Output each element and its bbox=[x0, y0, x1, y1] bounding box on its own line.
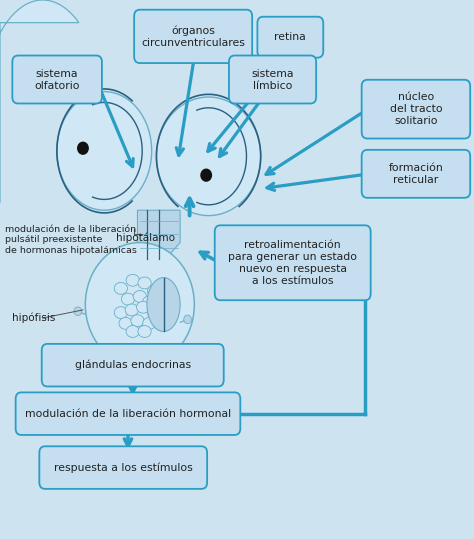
Ellipse shape bbox=[125, 304, 138, 316]
FancyBboxPatch shape bbox=[16, 392, 240, 435]
Ellipse shape bbox=[133, 291, 146, 302]
Ellipse shape bbox=[147, 307, 161, 319]
FancyBboxPatch shape bbox=[362, 150, 470, 198]
Text: retroalimentación
para generar un estado
nuevo en respuesta
a los estímulos: retroalimentación para generar un estado… bbox=[228, 240, 357, 286]
FancyBboxPatch shape bbox=[12, 56, 102, 103]
FancyBboxPatch shape bbox=[229, 56, 316, 103]
Ellipse shape bbox=[126, 274, 139, 286]
Ellipse shape bbox=[137, 301, 150, 313]
Ellipse shape bbox=[131, 315, 144, 327]
Circle shape bbox=[126, 365, 134, 374]
Ellipse shape bbox=[114, 282, 128, 294]
Circle shape bbox=[136, 375, 144, 384]
FancyBboxPatch shape bbox=[362, 80, 470, 139]
Ellipse shape bbox=[147, 285, 161, 297]
Ellipse shape bbox=[138, 326, 151, 337]
Ellipse shape bbox=[114, 307, 128, 319]
Ellipse shape bbox=[147, 278, 180, 331]
Text: respuesta a los estímulos: respuesta a los estímulos bbox=[54, 462, 192, 473]
FancyBboxPatch shape bbox=[134, 10, 252, 63]
Ellipse shape bbox=[121, 293, 135, 305]
Polygon shape bbox=[0, 0, 79, 203]
Ellipse shape bbox=[143, 296, 156, 308]
Text: hipotálamo: hipotálamo bbox=[116, 233, 175, 244]
Ellipse shape bbox=[57, 92, 152, 210]
FancyBboxPatch shape bbox=[257, 17, 323, 58]
Text: formación
reticular: formación reticular bbox=[389, 163, 443, 185]
Ellipse shape bbox=[143, 317, 156, 329]
Circle shape bbox=[74, 307, 82, 315]
Text: modulación de la liberación
pulsátil preexistente
de hormonas hipotalámicas: modulación de la liberación pulsátil pre… bbox=[5, 225, 137, 255]
Ellipse shape bbox=[119, 317, 132, 329]
Ellipse shape bbox=[126, 326, 139, 337]
Text: sistema
límbico: sistema límbico bbox=[251, 68, 294, 91]
Circle shape bbox=[85, 243, 194, 367]
Ellipse shape bbox=[138, 277, 151, 289]
Text: hipófisis: hipófisis bbox=[12, 313, 55, 323]
Circle shape bbox=[146, 365, 154, 374]
Circle shape bbox=[78, 142, 88, 154]
Polygon shape bbox=[137, 210, 180, 259]
FancyBboxPatch shape bbox=[39, 446, 207, 489]
Text: retina: retina bbox=[274, 32, 306, 42]
Text: modulación de la liberación hormonal: modulación de la liberación hormonal bbox=[25, 409, 231, 419]
Ellipse shape bbox=[156, 97, 261, 216]
Circle shape bbox=[201, 169, 211, 181]
Text: sistema
olfatorio: sistema olfatorio bbox=[35, 68, 80, 91]
Text: núcleo
del tracto
solitario: núcleo del tracto solitario bbox=[390, 92, 442, 126]
FancyBboxPatch shape bbox=[42, 344, 224, 386]
Text: glándulas endocrinas: glándulas endocrinas bbox=[75, 360, 191, 370]
Text: órganos
circunventriculares: órganos circunventriculares bbox=[141, 25, 245, 47]
Circle shape bbox=[184, 315, 191, 323]
FancyBboxPatch shape bbox=[215, 225, 371, 300]
